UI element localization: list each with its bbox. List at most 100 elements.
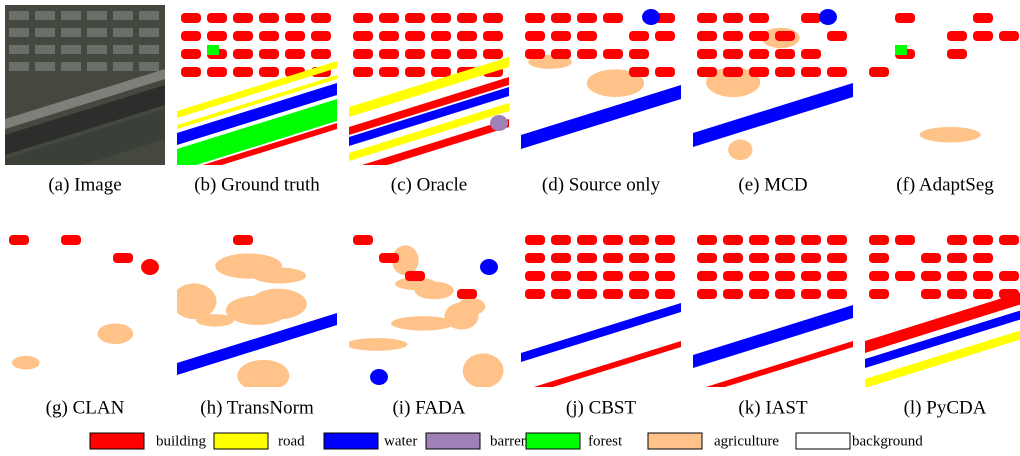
region: [233, 67, 253, 77]
caption: (b) Ground truth: [194, 174, 320, 195]
region: [697, 289, 717, 299]
caption: (g) CLAN: [46, 397, 125, 418]
region: [483, 49, 503, 59]
segmentation-panel: [865, 227, 1020, 388]
region: [895, 13, 915, 23]
region: [723, 67, 743, 77]
segmentation-panel: [172, 227, 337, 392]
region: [379, 49, 399, 59]
segmentation-panel: [693, 5, 853, 165]
region: [973, 13, 993, 23]
region: [603, 13, 623, 23]
region: [895, 271, 915, 281]
region: [207, 67, 227, 77]
region: [819, 9, 837, 25]
region: [431, 13, 451, 23]
region: [196, 314, 234, 327]
region: [775, 67, 795, 77]
region: [577, 235, 597, 245]
region: [61, 45, 81, 54]
region: [577, 31, 597, 41]
region: [139, 11, 159, 20]
region: [139, 45, 159, 54]
caption: (c) Oracle: [391, 174, 467, 195]
region: [629, 49, 649, 59]
region: [285, 31, 305, 41]
region: [525, 31, 545, 41]
caption: (h) TransNorm: [200, 397, 314, 418]
region: [827, 289, 847, 299]
segmentation-panel: [693, 227, 853, 397]
region: [405, 49, 425, 59]
region: [9, 28, 29, 37]
region: [973, 271, 993, 281]
region: [749, 31, 769, 41]
caption: (d) Source only: [542, 174, 661, 195]
region: [801, 49, 821, 59]
legend-swatch: [324, 433, 378, 449]
region: [775, 271, 795, 281]
legend-swatch: [796, 433, 850, 449]
region: [551, 253, 571, 263]
region: [490, 115, 508, 131]
region: [379, 13, 399, 23]
region: [405, 31, 425, 41]
region: [226, 296, 289, 325]
region: [181, 67, 201, 77]
region: [483, 13, 503, 23]
region: [723, 235, 743, 245]
region: [61, 11, 81, 20]
region: [801, 271, 821, 281]
segmentation-panel: [349, 5, 509, 177]
region: [551, 49, 571, 59]
region: [723, 13, 743, 23]
region: [35, 11, 55, 20]
region: [207, 13, 227, 23]
region: [749, 49, 769, 59]
region: [801, 13, 821, 23]
region: [483, 31, 503, 41]
region: [353, 235, 373, 245]
region: [61, 62, 81, 71]
region: [353, 31, 373, 41]
region: [311, 31, 331, 41]
region: [723, 31, 743, 41]
region: [697, 13, 717, 23]
region: [775, 235, 795, 245]
region: [457, 298, 485, 315]
region: [827, 235, 847, 245]
region: [749, 271, 769, 281]
region: [87, 62, 107, 71]
region: [551, 31, 571, 41]
region: [113, 28, 133, 37]
segmentation-panel: [346, 227, 509, 388]
region: [113, 45, 133, 54]
region: [827, 253, 847, 263]
region: [379, 67, 399, 77]
region: [379, 31, 399, 41]
region: [749, 289, 769, 299]
region: [233, 13, 253, 23]
region: [749, 253, 769, 263]
region: [895, 45, 907, 55]
region: [353, 67, 373, 77]
region: [629, 271, 649, 281]
panel-bg: [693, 227, 853, 387]
region: [655, 67, 675, 77]
legend-swatch: [526, 433, 580, 449]
region: [827, 271, 847, 281]
region: [259, 49, 279, 59]
region: [603, 271, 623, 281]
region: [869, 271, 889, 281]
region: [999, 31, 1019, 41]
region: [405, 271, 425, 281]
caption: (l) PyCDA: [904, 397, 987, 418]
region: [480, 259, 498, 275]
region: [525, 253, 545, 263]
region: [551, 13, 571, 23]
region: [920, 127, 981, 142]
region: [999, 235, 1019, 245]
legend-label: forest: [588, 433, 623, 449]
region: [869, 289, 889, 299]
region: [921, 253, 941, 263]
